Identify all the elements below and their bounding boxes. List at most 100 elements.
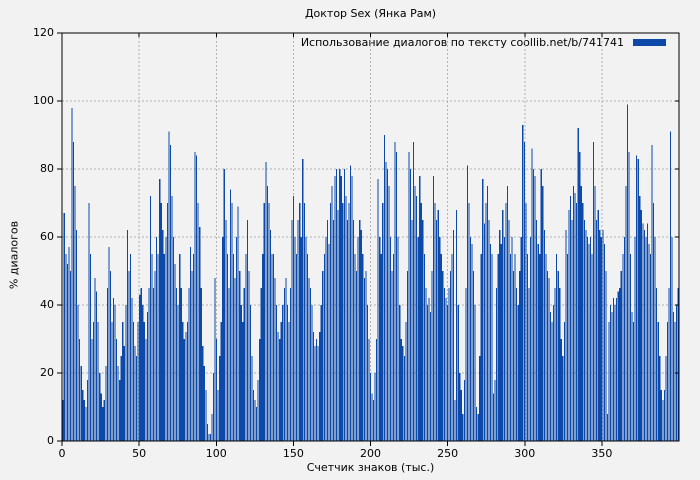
bar (168, 131, 170, 441)
y-tick-label: 100 (33, 94, 54, 107)
bar (606, 413, 609, 441)
bar (539, 254, 541, 441)
x-tick-label: 150 (282, 447, 304, 460)
bar (534, 175, 536, 442)
bar (537, 243, 539, 441)
bar (208, 434, 210, 441)
bar (660, 390, 662, 441)
bar (471, 243, 473, 441)
bar (577, 128, 579, 441)
bar (172, 237, 175, 441)
bar (646, 223, 649, 441)
bar (291, 220, 293, 441)
bar (553, 305, 555, 441)
bar (280, 322, 282, 441)
bar (569, 196, 572, 441)
bar (292, 196, 295, 441)
bar (548, 277, 550, 441)
bar (443, 288, 445, 441)
bar (426, 305, 428, 441)
bar (182, 322, 184, 441)
bar (411, 220, 413, 441)
bar (633, 322, 635, 441)
bar (583, 220, 585, 441)
bar (659, 356, 661, 441)
bar (496, 288, 498, 441)
bar (197, 203, 199, 441)
bar (420, 203, 422, 441)
bar (239, 271, 241, 441)
bar (122, 322, 124, 441)
bar (223, 169, 225, 441)
bar (409, 169, 412, 441)
bar (174, 264, 176, 441)
bar (422, 220, 424, 441)
bar (225, 220, 227, 441)
bar (668, 288, 670, 441)
bar (334, 175, 336, 442)
y-tick-label: 40 (40, 298, 54, 311)
bar (234, 277, 236, 441)
bar (436, 220, 438, 441)
bar (503, 237, 505, 441)
bar (462, 413, 464, 441)
bar (156, 237, 158, 441)
bar (245, 254, 247, 441)
bar (403, 356, 405, 441)
bar (216, 339, 218, 441)
bar (522, 124, 524, 442)
x-tick-label: 0 (58, 447, 66, 460)
bar (520, 237, 522, 441)
bar (505, 203, 507, 441)
bar (105, 366, 107, 441)
bar (405, 322, 407, 441)
bar (574, 192, 576, 441)
bar (176, 288, 178, 441)
bar (94, 277, 96, 441)
bar (205, 390, 207, 441)
bar (159, 179, 161, 441)
bar (120, 356, 122, 441)
bar (102, 407, 104, 441)
bar (277, 332, 279, 441)
bar (136, 356, 138, 441)
bar (429, 311, 432, 441)
x-axis-label: Счетчик знаков (тыс.) (306, 461, 435, 474)
bar (272, 254, 275, 441)
bar (380, 254, 382, 441)
bar (111, 322, 113, 441)
bar (451, 254, 453, 441)
bar (489, 243, 492, 441)
bar (343, 169, 345, 441)
bar (580, 186, 582, 441)
bar (62, 400, 64, 441)
bar (497, 254, 499, 441)
bar (416, 196, 418, 441)
bar (357, 237, 359, 441)
bar (531, 148, 533, 441)
bar (674, 322, 676, 441)
bar (620, 271, 622, 441)
bar (637, 158, 639, 442)
bar (92, 322, 95, 441)
bar (506, 186, 508, 441)
bar (465, 288, 467, 441)
bar (576, 203, 578, 441)
bar (383, 135, 385, 441)
bar (177, 305, 179, 441)
bar (514, 254, 516, 441)
bar (162, 230, 164, 441)
bar (209, 434, 212, 441)
bar (437, 209, 439, 441)
bar (339, 169, 341, 441)
bar (186, 322, 188, 441)
bar (540, 169, 542, 441)
bar (528, 288, 530, 441)
bar (206, 424, 208, 441)
bar (139, 294, 141, 441)
bar (188, 288, 190, 441)
bar (579, 152, 581, 441)
bar (300, 237, 302, 441)
bar (266, 186, 268, 441)
bar (523, 141, 525, 442)
